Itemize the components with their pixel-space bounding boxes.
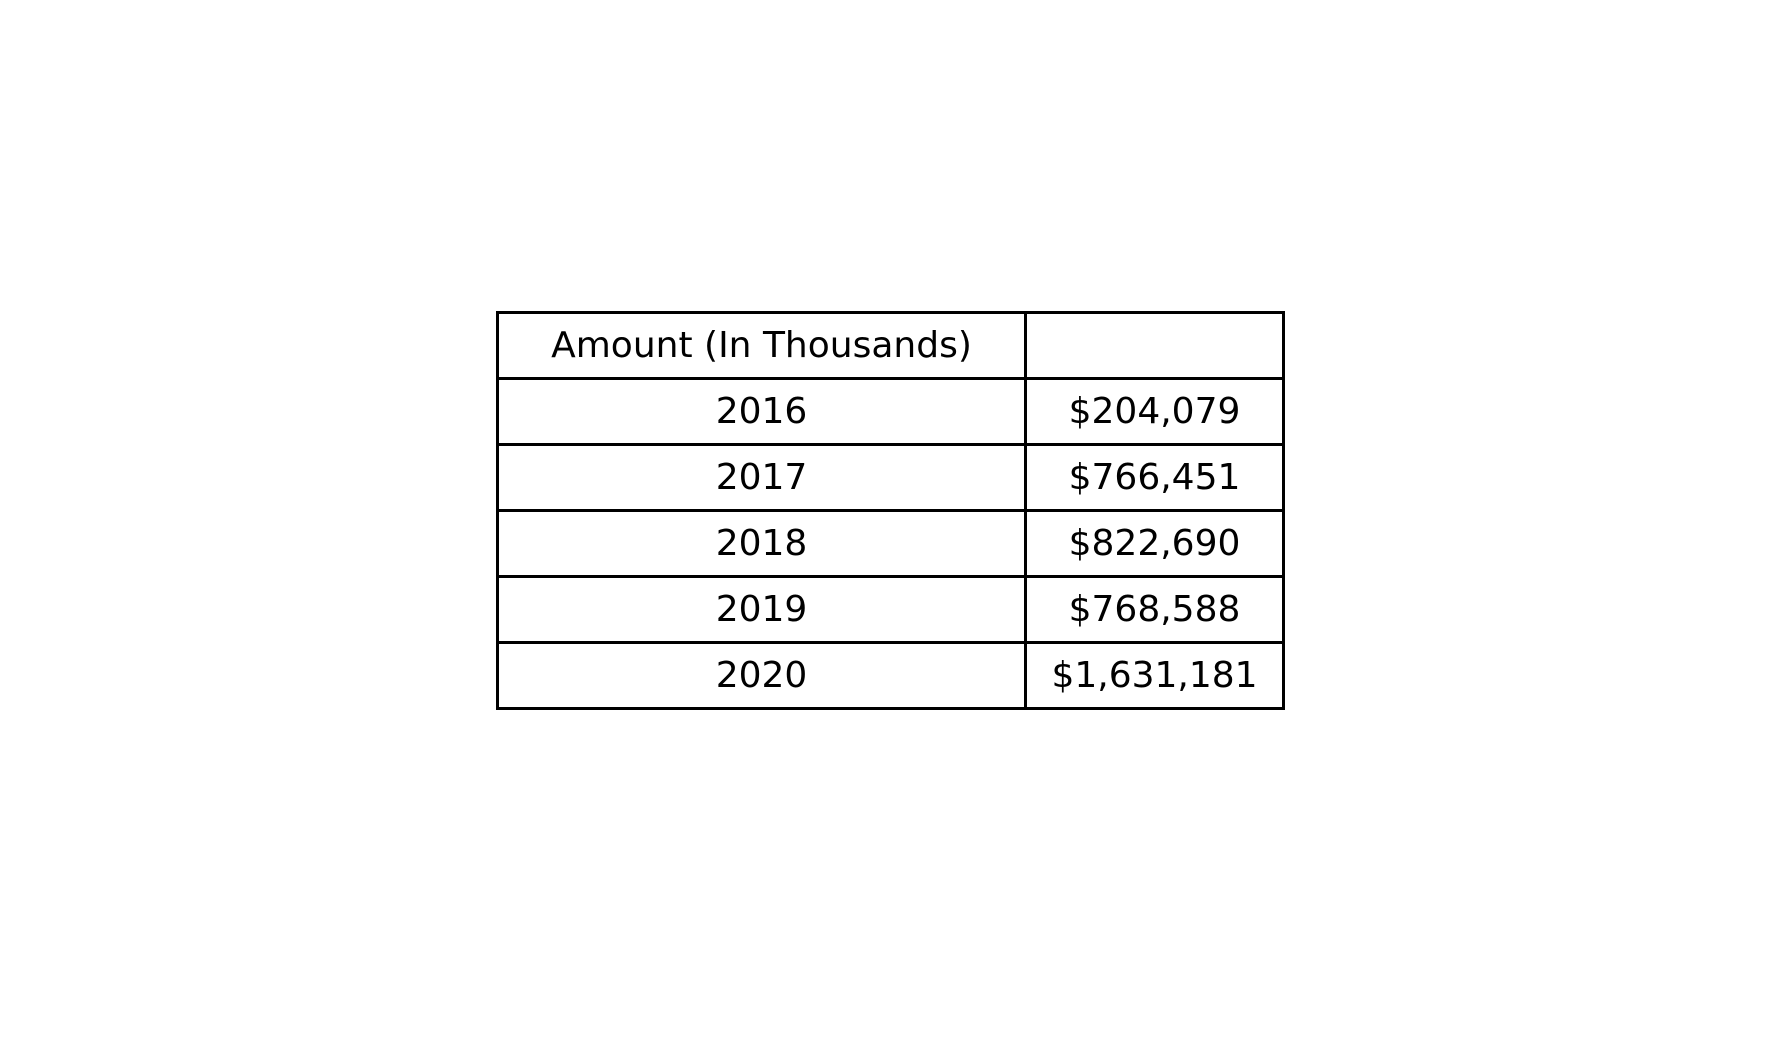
header-cell-blank [1024,311,1285,380]
table-body: Amount (In Thousands) 2016 $204,079 2017… [496,311,1285,710]
table-row: 2016 $204,079 [496,377,1285,446]
data-table: Amount (In Thousands) 2016 $204,079 2017… [496,311,1285,710]
year-cell: 2018 [496,509,1027,578]
table-row: 2017 $766,451 [496,443,1285,512]
year-cell: 2020 [496,641,1027,710]
year-cell: 2019 [496,575,1027,644]
year-cell: 2017 [496,443,1027,512]
header-cell-amount: Amount (In Thousands) [496,311,1027,380]
year-cell: 2016 [496,377,1027,446]
table-row: 2018 $822,690 [496,509,1285,578]
amount-cell: $1,631,181 [1024,641,1285,710]
table-row: 2019 $768,588 [496,575,1285,644]
amount-cell: $822,690 [1024,509,1285,578]
header-row: Amount (In Thousands) [496,311,1285,380]
amount-cell: $766,451 [1024,443,1285,512]
amount-cell: $768,588 [1024,575,1285,644]
table-row: 2020 $1,631,181 [496,641,1285,710]
amount-cell: $204,079 [1024,377,1285,446]
